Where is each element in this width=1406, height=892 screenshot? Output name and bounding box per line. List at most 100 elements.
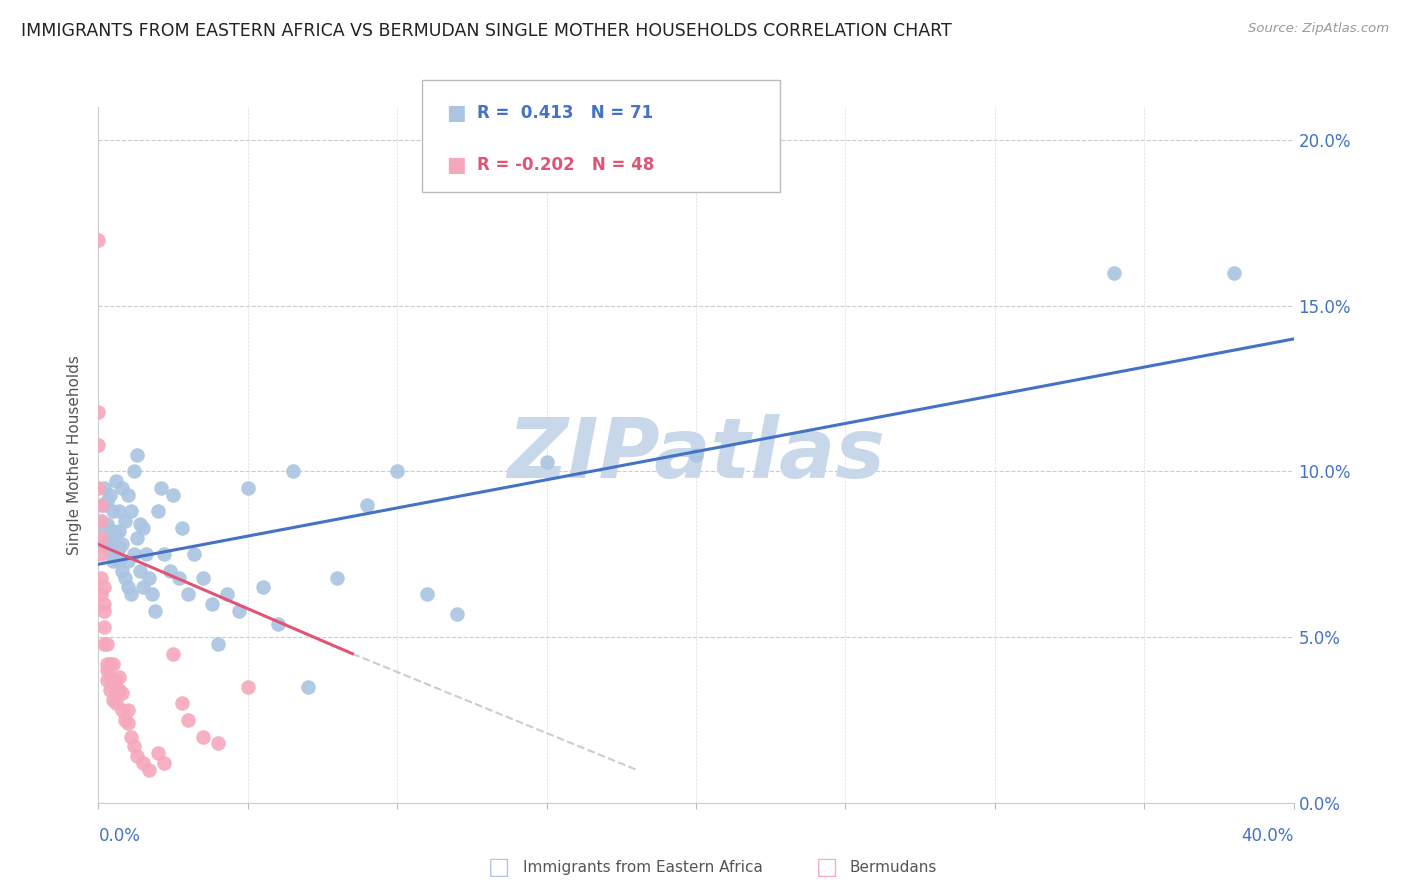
Point — [201, 597, 224, 611]
Point — [124, 547, 146, 561]
Point — [114, 570, 136, 584]
Point — [135, 547, 157, 561]
Text: Immigrants from Eastern Africa: Immigrants from Eastern Africa — [523, 860, 763, 874]
Point — [100, 670, 122, 684]
Point — [111, 564, 134, 578]
Point — [103, 693, 125, 707]
Point — [267, 616, 290, 631]
Point — [93, 620, 115, 634]
Point — [108, 541, 131, 555]
Point — [87, 233, 110, 247]
Point — [162, 647, 184, 661]
Point — [685, 448, 707, 462]
Point — [120, 730, 142, 744]
Point — [124, 465, 146, 479]
Point — [159, 564, 181, 578]
Point — [105, 697, 128, 711]
Point — [105, 683, 128, 698]
Point — [252, 581, 274, 595]
Point — [117, 716, 139, 731]
Point — [153, 547, 176, 561]
Point — [100, 657, 122, 671]
Point — [87, 405, 110, 419]
Text: ■: ■ — [446, 155, 465, 175]
Point — [138, 570, 160, 584]
Point — [120, 504, 142, 518]
Point — [105, 673, 128, 688]
Point — [111, 537, 134, 551]
Point — [111, 481, 134, 495]
Point — [96, 537, 118, 551]
Point — [215, 587, 238, 601]
Point — [117, 488, 139, 502]
Point — [385, 465, 409, 479]
Point — [96, 673, 118, 688]
Point — [93, 481, 115, 495]
Point — [236, 481, 259, 495]
Point — [127, 749, 149, 764]
Point — [90, 514, 112, 528]
Point — [129, 517, 152, 532]
Point — [326, 570, 349, 584]
Point — [117, 554, 139, 568]
Point — [108, 683, 131, 698]
Text: R =  0.413   N = 71: R = 0.413 N = 71 — [477, 104, 652, 122]
Point — [111, 703, 134, 717]
Point — [108, 670, 131, 684]
Point — [90, 587, 112, 601]
Point — [96, 663, 118, 677]
Point — [93, 524, 115, 538]
Point — [103, 657, 125, 671]
Point — [93, 581, 115, 595]
Point — [153, 756, 176, 770]
Point — [108, 554, 131, 568]
Point — [148, 746, 170, 760]
Point — [148, 504, 170, 518]
Point — [103, 524, 125, 538]
Point — [100, 531, 122, 545]
Point — [93, 604, 115, 618]
Y-axis label: Single Mother Households: Single Mother Households — [67, 355, 83, 555]
Text: □: □ — [815, 855, 838, 879]
Point — [536, 454, 558, 468]
Text: Source: ZipAtlas.com: Source: ZipAtlas.com — [1249, 22, 1389, 36]
Point — [177, 587, 200, 601]
Point — [191, 570, 214, 584]
Point — [416, 587, 439, 601]
Point — [150, 481, 173, 495]
Point — [446, 607, 468, 621]
Point — [93, 597, 115, 611]
Text: Bermudans: Bermudans — [849, 860, 936, 874]
Point — [1223, 266, 1246, 280]
Point — [105, 527, 128, 541]
Point — [96, 637, 118, 651]
Text: ZIPatlas: ZIPatlas — [508, 415, 884, 495]
Point — [162, 488, 184, 502]
Point — [127, 448, 149, 462]
Point — [132, 521, 155, 535]
Point — [87, 438, 110, 452]
Text: R = -0.202   N = 48: R = -0.202 N = 48 — [477, 156, 654, 174]
Point — [1104, 266, 1126, 280]
Point — [183, 547, 205, 561]
Text: 40.0%: 40.0% — [1241, 827, 1294, 845]
Point — [129, 564, 152, 578]
Text: IMMIGRANTS FROM EASTERN AFRICA VS BERMUDAN SINGLE MOTHER HOUSEHOLDS CORRELATION : IMMIGRANTS FROM EASTERN AFRICA VS BERMUD… — [21, 22, 952, 40]
Point — [90, 570, 112, 584]
Point — [172, 521, 194, 535]
Point — [90, 547, 112, 561]
Point — [114, 514, 136, 528]
Point — [87, 481, 110, 495]
Point — [96, 657, 118, 671]
Point — [96, 517, 118, 532]
Point — [105, 547, 128, 561]
Point — [236, 680, 259, 694]
Point — [93, 498, 115, 512]
Point — [127, 531, 149, 545]
Point — [167, 570, 190, 584]
Point — [90, 537, 112, 551]
Point — [90, 531, 112, 545]
Point — [117, 581, 139, 595]
Point — [132, 756, 155, 770]
Point — [96, 494, 118, 508]
